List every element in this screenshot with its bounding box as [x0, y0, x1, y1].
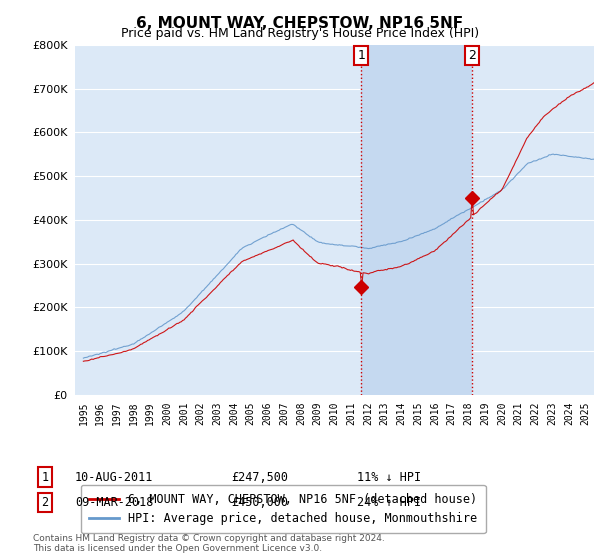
Text: 1: 1 — [41, 470, 49, 484]
Text: 1: 1 — [358, 49, 365, 62]
Text: 11% ↓ HPI: 11% ↓ HPI — [357, 470, 421, 484]
Text: 2: 2 — [41, 496, 49, 509]
Text: 6, MOUNT WAY, CHEPSTOW, NP16 5NF: 6, MOUNT WAY, CHEPSTOW, NP16 5NF — [136, 16, 464, 31]
Text: 10-AUG-2011: 10-AUG-2011 — [75, 470, 154, 484]
Text: 2: 2 — [468, 49, 476, 62]
Text: Price paid vs. HM Land Registry's House Price Index (HPI): Price paid vs. HM Land Registry's House … — [121, 27, 479, 40]
Legend: 6, MOUNT WAY, CHEPSTOW, NP16 5NF (detached house), HPI: Average price, detached : 6, MOUNT WAY, CHEPSTOW, NP16 5NF (detach… — [81, 485, 485, 533]
Text: 09-MAR-2018: 09-MAR-2018 — [75, 496, 154, 509]
Text: £450,000: £450,000 — [231, 496, 288, 509]
Text: 24% ↑ HPI: 24% ↑ HPI — [357, 496, 421, 509]
Bar — [361, 45, 472, 395]
Text: £247,500: £247,500 — [231, 470, 288, 484]
Text: Contains HM Land Registry data © Crown copyright and database right 2024.
This d: Contains HM Land Registry data © Crown c… — [33, 534, 385, 553]
